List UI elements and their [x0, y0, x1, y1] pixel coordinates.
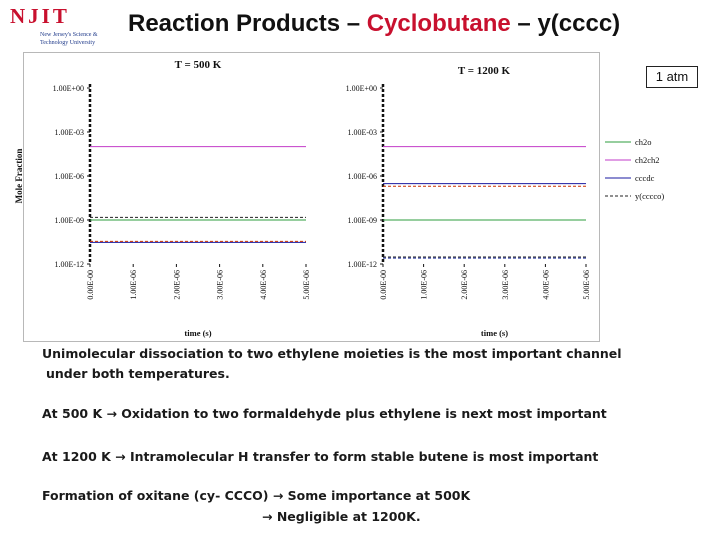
slide-title: Reaction Products – Cyclobutane – y(cccc… [128, 10, 620, 38]
y-tick-label: 1.00E-06 [347, 172, 377, 181]
plot-frame [23, 52, 600, 342]
x-tick-label: 3.00E-06 [216, 270, 225, 300]
bullet-3: At 1200 K → Intramolecular H transfer to… [42, 449, 599, 464]
y-axis-label: Mole Fraction [14, 149, 24, 204]
bullet-1a: Unimolecular dissociation to two ethylen… [42, 346, 622, 361]
x-axis-label: time (s) [184, 328, 211, 338]
y-tick-label: 1.00E-03 [347, 128, 377, 137]
x-tick-label: 4.00E-06 [541, 270, 550, 300]
title-part-2: Cyclobutane [366, 10, 511, 37]
logo-tagline-2: Technology University [40, 40, 96, 46]
x-tick-label: 0.00E-00 [379, 270, 388, 300]
legend-label: ch2o [635, 137, 652, 147]
x-axis-label: time (s) [481, 328, 508, 338]
x-tick-label: 2.00E-06 [172, 270, 181, 300]
logo-tagline-1: New Jersey's Science & [40, 32, 98, 38]
bullet-4a: Formation of oxitane (cy- CCCO) → Some i… [42, 488, 471, 503]
x-tick-label: 5.00E-06 [582, 270, 591, 300]
x-tick-label: 1.00E-06 [420, 270, 429, 300]
x-tick-label: 2.00E-06 [460, 270, 469, 300]
y-tick-label: 1.00E-06 [54, 172, 84, 181]
x-tick-label: 3.00E-06 [501, 270, 510, 300]
y-tick-label: 1.00E-12 [54, 260, 84, 269]
title-part-1: Reaction Products – [128, 10, 367, 37]
y-tick-label: 1.00E+00 [53, 84, 84, 93]
logo-wordmark: NJIT [10, 4, 70, 28]
y-tick-label: 1.00E-09 [347, 216, 377, 225]
x-tick-label: 4.00E-06 [259, 270, 268, 300]
chart-title: T = 500 K [175, 59, 222, 71]
pressure-label: 1 atm [646, 66, 698, 88]
y-tick-label: 1.00E-12 [347, 260, 377, 269]
plots-panel: T = 500 K 1.00E-12 1.00E-09 1.00E-06 1.00E-0… [8, 52, 708, 342]
bullet-2: At 500 K → Oxidation to two formaldehyde… [42, 406, 607, 421]
y-tick-label: 1.00E-03 [54, 128, 84, 137]
x-tick-label: 1.00E-06 [129, 270, 138, 300]
charts-svg: T = 500 K 1.00E-12 1.00E-09 1.00E-06 1.00E-0… [14, 59, 664, 338]
title-part-3: – y(cccc) [510, 10, 621, 37]
njit-logo: NJIT New Jersey's Science & Technology U… [8, 4, 118, 48]
y-tick-label: 1.00E+00 [346, 84, 377, 93]
legend-label: y(cccco) [635, 191, 664, 201]
bullet-4b: → Negligible at 1200K. [262, 509, 421, 524]
x-tick-label: 0.00E-00 [86, 270, 95, 300]
x-tick-label: 5.00E-06 [302, 270, 311, 300]
legend-label: cccdc [635, 173, 655, 183]
legend-label: ch2ch2 [635, 155, 660, 165]
chart-title: T = 1200 K [458, 65, 511, 77]
bullet-1b: under both temperatures. [46, 366, 230, 381]
y-tick-label: 1.00E-09 [54, 216, 84, 225]
